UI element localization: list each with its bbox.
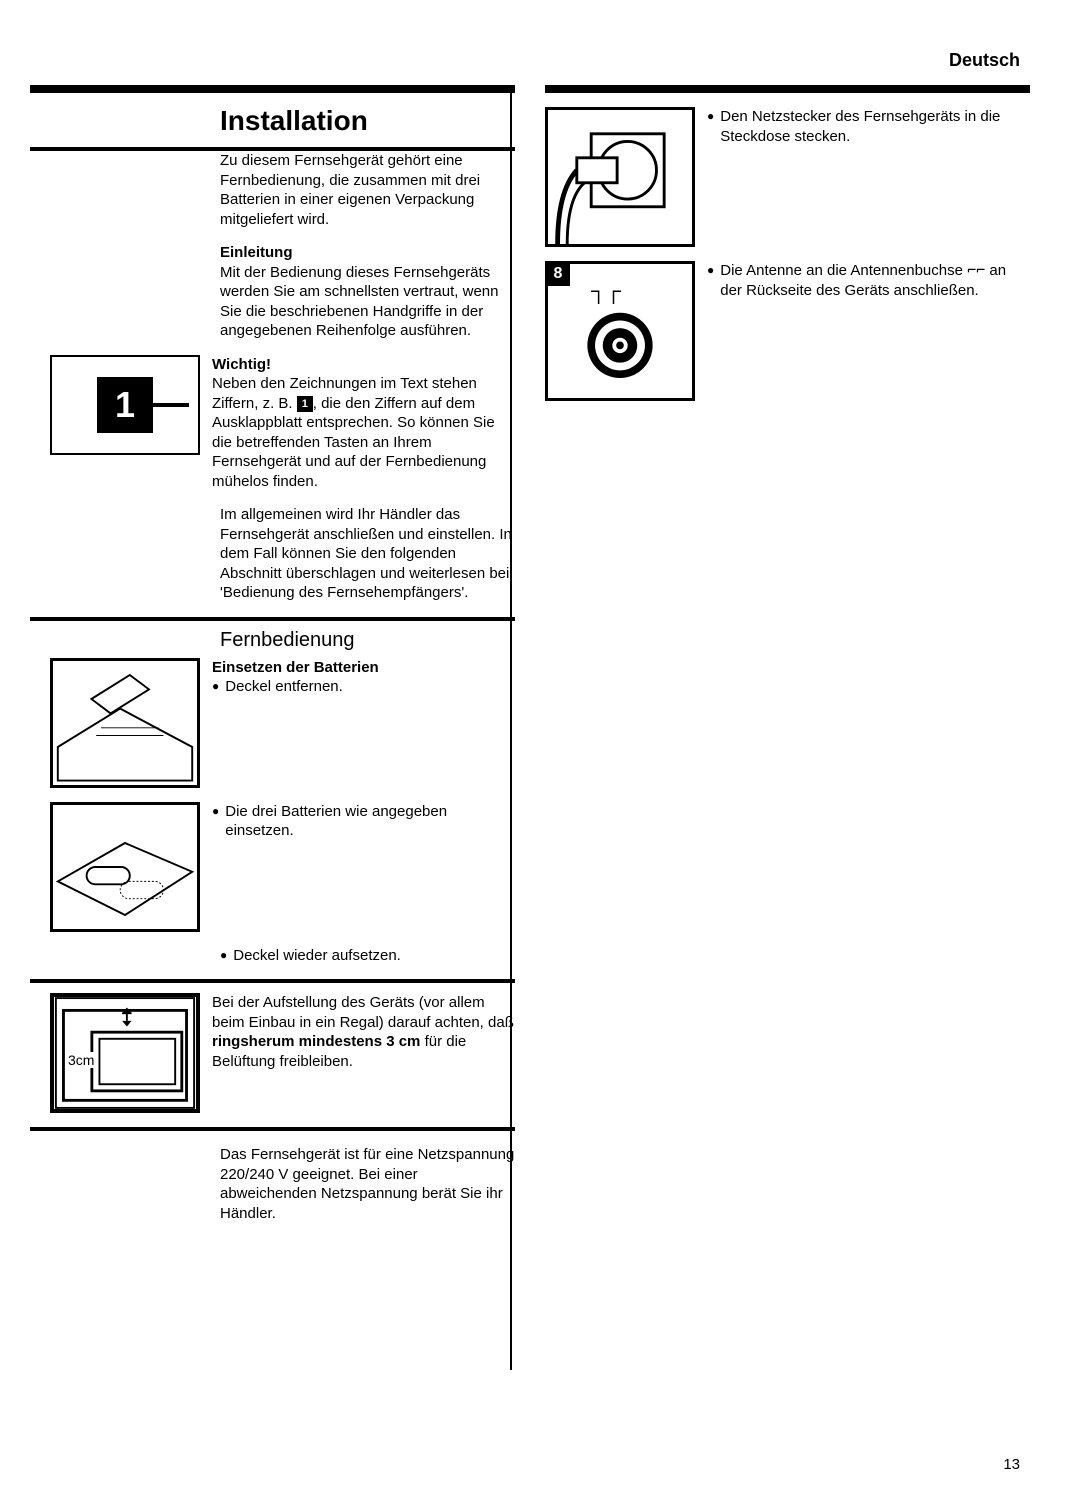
fernbedienung-title: Fernbedienung [220, 629, 515, 652]
wichtig-text: Wichtig! Neben den Zeichnungen im Text s… [212, 355, 515, 492]
tv-clearance-figure: 3cm [50, 993, 200, 1113]
netz-text: Das Fernsehgerät ist für eine Netzspannu… [220, 1145, 515, 1223]
batt-step2: Die drei Batterien wie angegeben einsetz… [212, 802, 515, 841]
left-column: Installation Zu diesem Fernsehgerät gehö… [30, 85, 515, 1385]
antenna-text: Die Antenne an die Antennenbuchse ⌐⌐ an … [707, 261, 1030, 300]
batt-row-2: Die drei Batterien wie angegeben einsetz… [30, 802, 515, 932]
section-title-installation: Installation [220, 105, 515, 137]
plug-text: Den Netzstecker des Fernsehgeräts in die… [707, 107, 1030, 146]
ref-1-icon: 1 [297, 396, 313, 412]
aufstellung-row: 3cm Bei der Aufstellung des Geräts (vor … [30, 993, 515, 1113]
antenna-symbol-icon: ⌐⌐ [967, 261, 985, 279]
plug-figure [545, 107, 695, 247]
plug-text-wrap: Den Netzstecker des Fernsehgeräts in die… [707, 107, 1030, 146]
batt-row-1: Einsetzen der Batterien Deckel entfernen… [30, 658, 515, 788]
rule [30, 1127, 515, 1131]
wichtig-row: 1 Wichtig! Neben den Zeichnungen im Text… [30, 355, 515, 492]
battery-insert-figure [50, 802, 200, 932]
aufstellung-text: Bei der Aufstellung des Geräts (vor alle… [212, 993, 515, 1071]
rule [30, 979, 515, 983]
einleitung-body: Mit der Bedienung dieses Fernsehgeräts w… [220, 264, 498, 340]
rule [30, 617, 515, 621]
aufstellung-pre: Bei der Aufstellung des Geräts (vor alle… [212, 994, 514, 1031]
right-column: Den Netzstecker des Fernsehgeräts in die… [545, 85, 1030, 1385]
einleitung-block: Einleitung Mit der Bedienung dieses Fern… [220, 243, 515, 341]
intro-text: Zu diesem Fernsehgerät gehört eine Fernb… [220, 151, 515, 229]
number-figure: 1 [50, 355, 200, 455]
ant-pre: Die Antenne an die Antennenbuchse [720, 262, 967, 279]
language-label: Deutsch [949, 50, 1020, 71]
remote-cover-figure [50, 658, 200, 788]
rule [30, 85, 515, 93]
number-1-icon: 1 [97, 377, 153, 433]
tv-3cm-label: 3cm [68, 1052, 94, 1068]
batt-text-1: Einsetzen der Batterien Deckel entfernen… [212, 658, 515, 697]
batt-step3: Deckel wieder aufsetzen. [220, 946, 515, 966]
aufstellung-bold: ringsherum mindestens 3 cm [212, 1033, 420, 1050]
plug-row: Den Netzstecker des Fernsehgeräts in die… [545, 107, 1030, 247]
wichtig-head: Wichtig! [212, 355, 515, 375]
antenna-row: 8 ┐┌ Die Antenne an die Antennenbuchse ⌐… [545, 261, 1030, 401]
antenna-text-wrap: Die Antenne an die Antennenbuchse ⌐⌐ an … [707, 261, 1030, 300]
batt-head: Einsetzen der Batterien [212, 658, 515, 678]
antenna-figure: 8 ┐┌ [545, 261, 695, 401]
page-columns: Installation Zu diesem Fernsehgerät gehö… [30, 85, 1030, 1385]
batt-text-2: Die drei Batterien wie angegeben einsetz… [212, 802, 515, 841]
svg-text:┐┌: ┐┌ [590, 279, 622, 304]
einleitung-head: Einleitung [220, 243, 515, 263]
batt-step1: Deckel entfernen. [212, 677, 515, 697]
rule [545, 85, 1030, 93]
page-number: 13 [1003, 1456, 1020, 1473]
haendler-text: Im allgemeinen wird Ihr Händler das Fern… [220, 505, 515, 603]
antenna-tag-8: 8 [546, 262, 570, 286]
batt-text-3: Deckel wieder aufsetzen. [220, 946, 515, 966]
column-divider [510, 90, 512, 1370]
